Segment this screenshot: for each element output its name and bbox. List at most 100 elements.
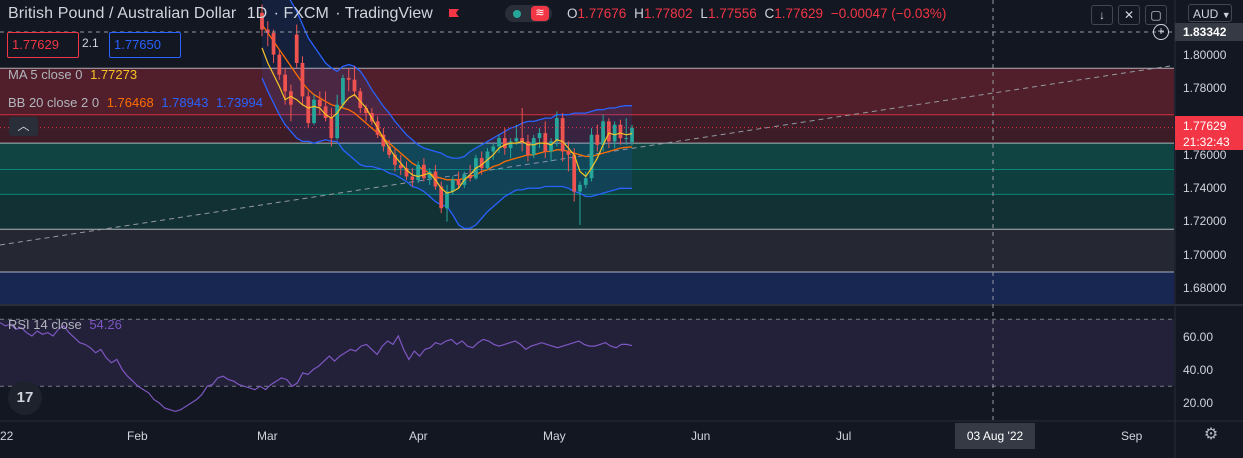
candles bbox=[260, 4, 634, 225]
interval-label[interactable]: 1D bbox=[246, 5, 268, 22]
candle-body bbox=[271, 32, 276, 55]
candle-body bbox=[341, 77, 345, 105]
candle-body bbox=[578, 184, 582, 192]
rsi-line bbox=[0, 322, 633, 413]
high-value: 1.77802 bbox=[643, 6, 693, 21]
flag-icon[interactable] bbox=[447, 8, 461, 20]
bb-lower-value: 1.73994 bbox=[215, 95, 263, 110]
candle-body bbox=[306, 96, 311, 124]
candle-body bbox=[630, 127, 634, 143]
candle-body bbox=[589, 134, 594, 179]
bb-basis-line bbox=[261, 24, 633, 181]
symbol-name[interactable]: British Pound / Australian Dollar bbox=[8, 5, 237, 22]
tradingview-logo[interactable]: 17 bbox=[8, 381, 42, 415]
candle-body bbox=[595, 134, 600, 145]
chevron-up-icon: ︿ bbox=[17, 119, 30, 133]
currency-select[interactable]: AUD ▼ bbox=[1188, 4, 1232, 22]
candle-body bbox=[572, 154, 577, 192]
close-value: 1.77629 bbox=[774, 6, 824, 21]
rsi-pane bbox=[0, 322, 633, 413]
crosshair bbox=[0, 0, 1174, 421]
candle-body bbox=[398, 164, 403, 169]
candle-body bbox=[329, 118, 334, 139]
candle-body bbox=[456, 179, 461, 185]
candle-body bbox=[566, 151, 571, 155]
open-value: 1.77676 bbox=[577, 6, 627, 21]
candle-body bbox=[537, 133, 542, 139]
add-alert-icon[interactable]: + bbox=[1153, 24, 1169, 40]
bb-basis-value: 1.76468 bbox=[106, 95, 154, 110]
bb-fill bbox=[262, 0, 632, 229]
candle-body bbox=[554, 118, 559, 142]
scroll-down-button[interactable]: ↓ bbox=[1091, 5, 1113, 25]
candle-body bbox=[323, 106, 328, 119]
fib-zone bbox=[0, 194, 1174, 230]
collapse-button[interactable]: ✕ bbox=[1118, 5, 1140, 25]
candle-body bbox=[294, 34, 299, 63]
fibonacci-levels bbox=[0, 67, 1174, 387]
arrow-down-icon: ↓ bbox=[1099, 8, 1105, 22]
candle-body bbox=[427, 171, 432, 179]
candle-body bbox=[358, 91, 363, 109]
candle-body bbox=[393, 154, 397, 165]
change-value: −0.00047 (−0.03%) bbox=[830, 6, 947, 21]
candle-body bbox=[381, 134, 386, 147]
fib-zone bbox=[0, 272, 1174, 304]
candle-body bbox=[549, 141, 553, 152]
price-tick: 1.76000 bbox=[1183, 148, 1227, 162]
time-tick: Apr bbox=[409, 429, 428, 443]
bb-legend[interactable]: BB 20 close 2 0 1.76468 1.78943 1.73994 bbox=[8, 95, 263, 110]
candle-body bbox=[583, 178, 588, 185]
candle-body bbox=[260, 12, 264, 30]
candle-body bbox=[317, 99, 322, 107]
exchange-label: FXCM bbox=[283, 5, 329, 22]
buy-button[interactable]: 1.77650 bbox=[109, 32, 181, 58]
collapse-legend-button[interactable]: ︿ bbox=[9, 117, 38, 136]
time-tick: Jul bbox=[836, 429, 852, 443]
candle-body bbox=[289, 91, 293, 105]
crosshair-price-label: 1.83342 bbox=[1175, 23, 1243, 41]
candle-body bbox=[283, 74, 288, 92]
candle-body bbox=[491, 146, 496, 152]
candle-body bbox=[352, 79, 357, 92]
chevron-down-icon: ▼ bbox=[1221, 10, 1231, 20]
candle-body bbox=[410, 176, 415, 180]
bb-upper-value: 1.78943 bbox=[161, 95, 209, 110]
gear-icon[interactable]: ⚙ bbox=[1203, 426, 1219, 443]
source-label: TradingView bbox=[344, 5, 433, 22]
candle-body bbox=[514, 138, 519, 142]
candle-body bbox=[277, 54, 282, 75]
candle-body bbox=[497, 138, 501, 147]
fib-zone bbox=[0, 68, 1174, 115]
time-tick: Mar bbox=[257, 429, 278, 443]
rsi-tick: 40.00 bbox=[1183, 363, 1214, 377]
candle-body bbox=[468, 174, 473, 179]
candle-body bbox=[421, 164, 426, 179]
time-tick: Sep bbox=[1121, 429, 1143, 443]
candle-body bbox=[526, 141, 530, 155]
rsi-legend[interactable]: RSI 14 close 54.26 bbox=[8, 317, 122, 332]
last-price-value: 1.77629 bbox=[1183, 119, 1227, 133]
candle-body bbox=[364, 108, 368, 114]
candle-body bbox=[543, 133, 548, 152]
price-tick: 1.68000 bbox=[1183, 281, 1227, 295]
candle-body bbox=[335, 104, 340, 139]
ma-legend[interactable]: MA 5 close 0 1.77273 bbox=[8, 67, 138, 82]
candle-body bbox=[404, 168, 409, 177]
fib-zone bbox=[0, 114, 1174, 144]
wave-icon: ≋ bbox=[531, 6, 549, 21]
candle-body bbox=[416, 164, 420, 180]
last-price-label: 1.77629 21:32:43 bbox=[1175, 116, 1243, 150]
collapse-icon: ✕ bbox=[1123, 8, 1135, 22]
candle-body bbox=[606, 121, 611, 142]
market-open-icon bbox=[513, 10, 521, 18]
market-status-toggle[interactable]: ≋ bbox=[505, 5, 552, 22]
moving-average bbox=[0, 47, 1174, 194]
time-tick: Feb bbox=[127, 429, 148, 443]
time-tick: Jun bbox=[691, 429, 711, 443]
sell-button[interactable]: 1.77629 bbox=[7, 32, 79, 58]
fullscreen-button[interactable]: ▢ bbox=[1145, 5, 1167, 25]
candle-body bbox=[520, 138, 525, 142]
price-tick: 1.74000 bbox=[1183, 181, 1227, 195]
